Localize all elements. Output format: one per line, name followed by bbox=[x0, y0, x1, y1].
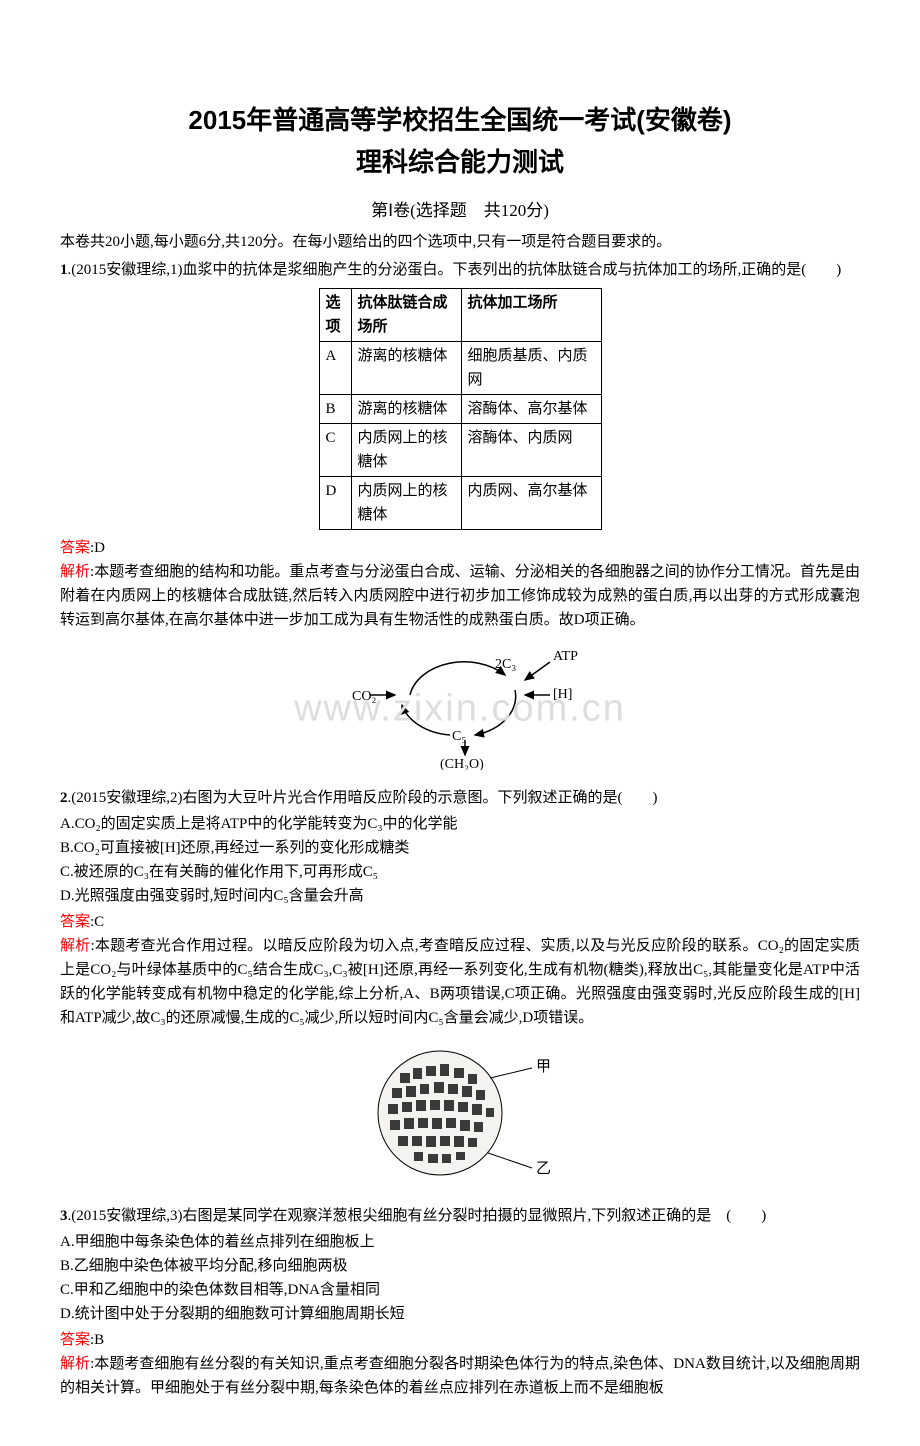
label-h: [H] bbox=[553, 687, 572, 702]
option-a: A.CO₂的固定实质上是将ATP中的化学能转变为C₃中的化学能 bbox=[60, 812, 860, 836]
label-jia: 甲 bbox=[536, 1059, 551, 1075]
table-row: D 内质网上的核糖体 内质网、高尔基体 bbox=[319, 477, 601, 530]
table-cell: 溶酶体、高尔基体 bbox=[461, 395, 601, 424]
label-ch2o: (CH₂O) bbox=[440, 757, 484, 770]
table-header: 抗体肽链合成场所 bbox=[351, 289, 461, 342]
q2-number: 2 bbox=[60, 790, 68, 806]
option-c: C.被还原的C₃在有关酶的催化作用下,可再形成C₅ bbox=[60, 860, 860, 884]
answer-value: :B bbox=[90, 1332, 104, 1348]
q2-options: A.CO₂的固定实质上是将ATP中的化学能转变为C₃中的化学能 B.CO₂可直接… bbox=[60, 812, 860, 908]
option-b: B.CO₂可直接被[H]还原,再经过一系列的变化形成糖类 bbox=[60, 836, 860, 860]
q3-source: .(2015安徽理综,3) bbox=[68, 1208, 183, 1224]
table-header: 抗体加工场所 bbox=[461, 289, 601, 342]
label-yi: 乙 bbox=[536, 1161, 551, 1177]
q3-answer: 答案:B bbox=[60, 1328, 860, 1352]
table-cell: 游离的核糖体 bbox=[351, 395, 461, 424]
q1-answer: 答案:D bbox=[60, 536, 860, 560]
label-c5: C₅ bbox=[452, 729, 466, 744]
answer-label: 答案 bbox=[60, 540, 90, 556]
option-d: D.统计图中处于分裂期的细胞数可计算细胞周期长短 bbox=[60, 1302, 860, 1326]
answer-value: :C bbox=[90, 914, 104, 930]
q3-options: A.甲细胞中每条染色体的着丝点排列在细胞板上 B.乙细胞中染色体被平均分配,移向… bbox=[60, 1230, 860, 1326]
table-row: 选项 抗体肽链合成场所 抗体加工场所 bbox=[319, 289, 601, 342]
option-c: C.甲和乙细胞中的染色体数目相等,DNA含量相同 bbox=[60, 1278, 860, 1302]
q3-explain: 解析:本题考查细胞有丝分裂的有关知识,重点考查细胞分裂各时期染色体行为的特点,染… bbox=[60, 1352, 860, 1400]
label-atp: ATP bbox=[553, 649, 578, 664]
table-cell: A bbox=[319, 342, 351, 395]
table-cell: B bbox=[319, 395, 351, 424]
explain-label: 解析 bbox=[60, 1356, 90, 1372]
table-cell: 内质网、高尔基体 bbox=[461, 477, 601, 530]
answer-label: 答案 bbox=[60, 1332, 90, 1348]
q2-body: 右图为大豆叶片光合作用暗反应阶段的示意图。下列叙述正确的是( ) bbox=[183, 790, 658, 806]
q2-answer: 答案:C bbox=[60, 910, 860, 934]
table-cell: 溶酶体、内质网 bbox=[461, 424, 601, 477]
q1-body: 血浆中的抗体是浆细胞产生的分泌蛋白。下表列出的抗体肽链合成与抗体加工的场所,正确… bbox=[183, 262, 842, 278]
section-intro: 本卷共20小题,每小题6分,共120分。在每小题给出的四个选项中,只有一项是符合… bbox=[60, 230, 860, 254]
q1-option-table: 选项 抗体肽链合成场所 抗体加工场所 A 游离的核糖体 细胞质基质、内质网 B … bbox=[319, 288, 602, 530]
q3-number: 3 bbox=[60, 1208, 68, 1224]
option-d: D.光照强度由强变弱时,短时间内C₅含量会升高 bbox=[60, 884, 860, 908]
answer-value: :D bbox=[90, 540, 105, 556]
explain-label: 解析 bbox=[60, 564, 90, 580]
calvin-cycle-diagram: CO₂ 2C₃ ATP [H] C₅ (CH₂O) bbox=[340, 640, 580, 770]
answer-label: 答案 bbox=[60, 914, 90, 930]
table-row: A 游离的核糖体 细胞质基质、内质网 bbox=[319, 342, 601, 395]
q1-source: .(2015安徽理综,1) bbox=[68, 262, 183, 278]
page-title-main: 2015年普通高等学校招生全国统一考试(安徽卷) bbox=[60, 100, 860, 142]
table-cell: C bbox=[319, 424, 351, 477]
table-cell: 内质网上的核糖体 bbox=[351, 424, 461, 477]
page-title-sub: 理科综合能力测试 bbox=[60, 142, 860, 184]
table-cell: 游离的核糖体 bbox=[351, 342, 461, 395]
table-cell: 内质网上的核糖体 bbox=[351, 477, 461, 530]
q3-text: 3.(2015安徽理综,3)右图是某同学在观察洋葱根尖细胞有丝分裂时拍摄的显微照… bbox=[60, 1204, 860, 1228]
q3-body: 右图是某同学在观察洋葱根尖细胞有丝分裂时拍摄的显微照片,下列叙述正确的是 ( ) bbox=[183, 1208, 767, 1224]
table-cell: 细胞质基质、内质网 bbox=[461, 342, 601, 395]
q2-explain: 解析:本题考查光合作用过程。以暗反应阶段为切入点,考查暗反应过程、实质,以及与光… bbox=[60, 934, 860, 1030]
micrograph-diagram: 甲 乙 bbox=[360, 1038, 560, 1188]
option-b: B.乙细胞中染色体被平均分配,移向细胞两极 bbox=[60, 1254, 860, 1278]
q3-figure: 甲 乙 bbox=[60, 1038, 860, 1196]
q2-text: 2.(2015安徽理综,2)右图为大豆叶片光合作用暗反应阶段的示意图。下列叙述正… bbox=[60, 786, 860, 810]
section-header: 第Ⅰ卷(选择题 共120分) bbox=[60, 197, 860, 224]
table-row: C 内质网上的核糖体 溶酶体、内质网 bbox=[319, 424, 601, 477]
q1-text: 1.(2015安徽理综,1)血浆中的抗体是浆细胞产生的分泌蛋白。下表列出的抗体肽… bbox=[60, 258, 860, 282]
explain-text: :本题考查细胞有丝分裂的有关知识,重点考查细胞分裂各时期染色体行为的特点,染色体… bbox=[60, 1356, 860, 1396]
option-a: A.甲细胞中每条染色体的着丝点排列在细胞板上 bbox=[60, 1230, 860, 1254]
label-c3: 2C₃ bbox=[495, 657, 516, 672]
table-header: 选项 bbox=[319, 289, 351, 342]
table-cell: D bbox=[319, 477, 351, 530]
q2-figure: www.zixin.com.cn CO₂ 2C₃ ATP [H] C₅ (CH₂… bbox=[60, 640, 860, 778]
q2-source: .(2015安徽理综,2) bbox=[68, 790, 183, 806]
q1-number: 1 bbox=[60, 262, 68, 278]
q1-explain: 解析:本题考查细胞的结构和功能。重点考查与分泌蛋白合成、运输、分泌相关的各细胞器… bbox=[60, 560, 860, 632]
label-co2: CO₂ bbox=[352, 689, 376, 704]
explain-label: 解析 bbox=[60, 938, 90, 954]
explain-text: :本题考查光合作用过程。以暗反应阶段为切入点,考查暗反应过程、实质,以及与光反应… bbox=[60, 938, 860, 1026]
explain-text: :本题考查细胞的结构和功能。重点考查与分泌蛋白合成、运输、分泌相关的各细胞器之间… bbox=[60, 564, 860, 628]
table-row: B 游离的核糖体 溶酶体、高尔基体 bbox=[319, 395, 601, 424]
